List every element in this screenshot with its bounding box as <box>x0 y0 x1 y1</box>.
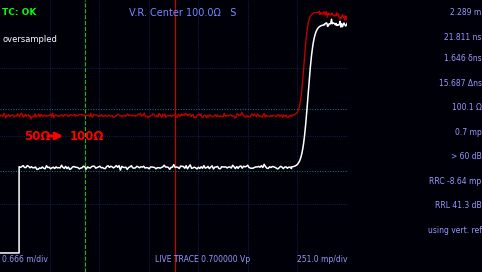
Text: 1.646 δns: 1.646 δns <box>444 54 482 63</box>
Text: 21.811 ns: 21.811 ns <box>444 33 482 42</box>
Text: using vert. ref: using vert. ref <box>428 226 482 235</box>
Text: LIVE TRACE 0.700000 Vp: LIVE TRACE 0.700000 Vp <box>155 255 250 264</box>
Text: 50Ω: 50Ω <box>24 129 51 143</box>
Text: RRC -8.64 mp: RRC -8.64 mp <box>429 177 482 186</box>
Text: 0.7 mp: 0.7 mp <box>455 128 482 137</box>
Text: V.R. Center 100.0Ω   S: V.R. Center 100.0Ω S <box>130 8 237 18</box>
Text: 251.0 mp/div: 251.0 mp/div <box>296 255 347 264</box>
Text: > 60 dB: > 60 dB <box>451 152 482 161</box>
Text: 100.1 Ω: 100.1 Ω <box>452 103 482 112</box>
Text: RRL 41.3 dB: RRL 41.3 dB <box>435 201 482 210</box>
Text: 2.289 m: 2.289 m <box>450 8 482 17</box>
Text: 0.666 m/div: 0.666 m/div <box>2 255 48 264</box>
Text: oversampled: oversampled <box>2 35 57 44</box>
Text: 100Ω: 100Ω <box>70 129 105 143</box>
Text: TC: OK: TC: OK <box>2 8 37 17</box>
Text: 15.687 Δns: 15.687 Δns <box>439 79 482 88</box>
